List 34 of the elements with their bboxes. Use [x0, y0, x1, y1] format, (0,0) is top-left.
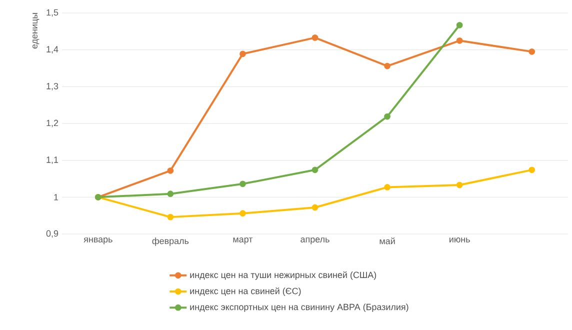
- legend-label: индекс цен на туши нежирных свиней (США): [190, 271, 376, 280]
- point: [456, 182, 463, 188]
- x-tick-label: январь: [84, 238, 112, 244]
- point: [384, 113, 390, 120]
- y-tick-label: 1,1: [46, 156, 58, 164]
- point: [384, 62, 390, 70]
- x-tick-label: май: [380, 238, 395, 244]
- point: [240, 210, 246, 217]
- point: [312, 204, 318, 211]
- x-tick-label: июнь: [450, 238, 470, 242]
- point: [167, 190, 174, 198]
- point: [528, 166, 536, 174]
- legend-label: индекс экспортных цен на свинину АВРА (Бразилия): [190, 304, 408, 312]
- y-tick-label: 1,4: [46, 46, 58, 54]
- y-tick-label: 1,2: [46, 120, 58, 128]
- y-tick-label: 1: [54, 194, 58, 200]
- y-tick-label: 1,3: [46, 82, 58, 90]
- x-tick-label: февраль: [152, 238, 189, 246]
- point: [456, 37, 463, 44]
- x-tick-label: апрель: [300, 238, 330, 244]
- point: [312, 34, 318, 41]
- y-axis-title: еденицы: [32, 13, 40, 49]
- y-tick-label: 1,5: [46, 9, 58, 17]
- point: [240, 180, 246, 188]
- legend-label: индекс цен на свиней (ЄС): [190, 287, 301, 296]
- point: [384, 184, 390, 190]
- point: [312, 166, 318, 174]
- x-tick-label: март: [233, 238, 253, 244]
- point: [167, 214, 174, 220]
- point: [456, 22, 463, 28]
- point: [240, 50, 246, 58]
- point: [167, 167, 174, 174]
- point: [528, 48, 536, 55]
- y-tick-label: 0,9: [46, 230, 58, 238]
